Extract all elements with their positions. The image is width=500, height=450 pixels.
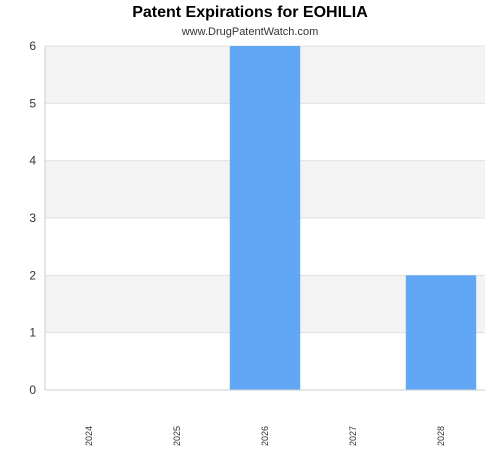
y-tick-label: 1	[29, 326, 36, 340]
x-tick-label: 2024	[84, 426, 94, 446]
y-tick-label: 4	[29, 154, 36, 168]
x-tick-label: 2025	[172, 426, 182, 446]
y-tick-label: 0	[29, 383, 36, 397]
y-tick-label: 2	[29, 268, 36, 282]
x-tick-label: 2026	[260, 426, 270, 446]
y-tick-label: 6	[29, 39, 36, 53]
y-tick-label: 5	[29, 96, 36, 110]
x-tick-label: 2028	[436, 426, 446, 446]
bar-2026	[230, 46, 300, 390]
x-tick-label: 2027	[348, 426, 358, 446]
bar-2028	[406, 275, 476, 390]
y-tick-label: 3	[29, 211, 36, 225]
